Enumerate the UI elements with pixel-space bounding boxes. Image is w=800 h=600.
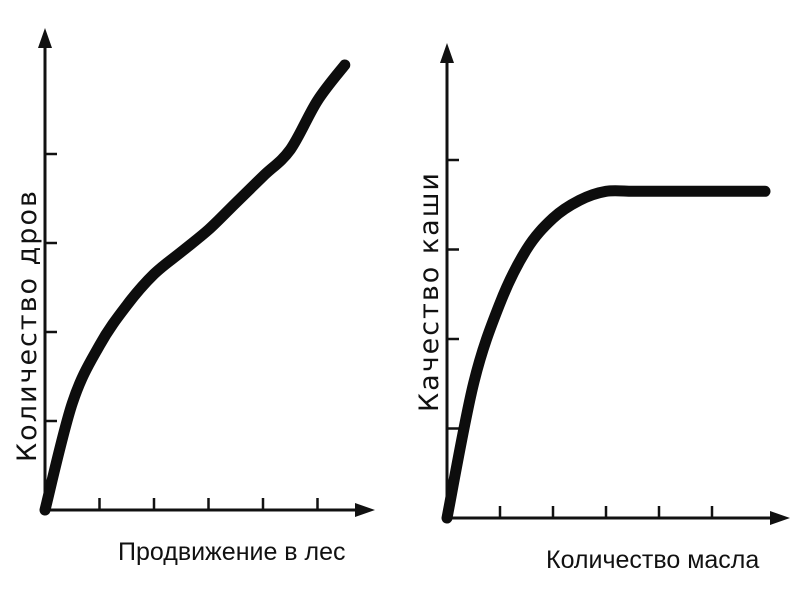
y-ticks <box>447 158 459 430</box>
chart-wood: Продвижение в лес Количество дров <box>12 28 375 566</box>
x-ticks <box>98 498 319 510</box>
y-ticks <box>45 152 57 423</box>
x-axis-arrow-icon <box>770 511 790 525</box>
y-axis-label: Количество дров <box>12 189 43 462</box>
x-axis-arrow-icon <box>355 503 375 517</box>
x-ticks <box>498 506 714 518</box>
x-axis-label: Количество масла <box>546 546 759 574</box>
series-line <box>39 59 351 516</box>
chart-porridge: Количество масла Качество каши <box>414 43 790 574</box>
series-line <box>441 185 771 524</box>
y-axis-label: Качество каши <box>414 171 445 412</box>
y-axis-arrow-icon <box>38 28 52 48</box>
x-axis-label: Продвижение в лес <box>118 538 346 566</box>
y-axis-arrow-icon <box>440 43 454 63</box>
